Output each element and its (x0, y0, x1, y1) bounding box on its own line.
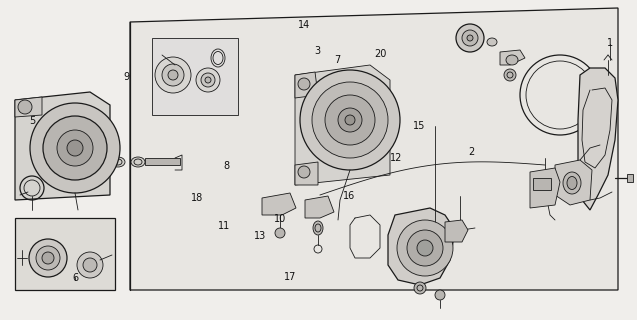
Circle shape (456, 24, 484, 52)
Ellipse shape (567, 177, 577, 189)
Circle shape (57, 130, 93, 166)
Text: 9: 9 (123, 72, 129, 82)
Circle shape (275, 228, 285, 238)
Text: 12: 12 (390, 153, 403, 164)
Bar (15, 218, 115, 290)
Circle shape (155, 57, 191, 93)
Bar (145, 158, 180, 165)
Circle shape (504, 69, 516, 81)
Text: 1: 1 (607, 38, 613, 48)
Polygon shape (530, 168, 560, 208)
Text: 3: 3 (314, 45, 320, 56)
Ellipse shape (313, 221, 323, 235)
Polygon shape (15, 97, 42, 117)
Circle shape (29, 239, 67, 277)
Ellipse shape (506, 55, 518, 65)
Circle shape (30, 103, 120, 193)
Circle shape (298, 166, 310, 178)
Text: 7: 7 (334, 55, 341, 65)
Polygon shape (295, 72, 318, 98)
Circle shape (77, 252, 103, 278)
Text: 11: 11 (218, 220, 231, 231)
Text: 16: 16 (343, 191, 355, 201)
Polygon shape (295, 162, 318, 185)
Circle shape (462, 30, 478, 46)
Text: 8: 8 (223, 161, 229, 171)
Circle shape (312, 82, 388, 158)
Ellipse shape (563, 172, 581, 194)
Circle shape (36, 246, 60, 270)
Text: 6: 6 (72, 273, 78, 283)
Circle shape (43, 116, 107, 180)
Ellipse shape (111, 157, 125, 167)
Text: 18: 18 (191, 193, 204, 203)
Polygon shape (500, 50, 525, 65)
Circle shape (417, 240, 433, 256)
Bar (533, 178, 551, 190)
Circle shape (467, 35, 473, 41)
Text: 5: 5 (29, 116, 35, 126)
Circle shape (345, 115, 355, 125)
Bar (152, 38, 238, 115)
Polygon shape (388, 208, 455, 285)
Polygon shape (305, 196, 334, 218)
Text: 13: 13 (254, 231, 266, 241)
Circle shape (338, 108, 362, 132)
Circle shape (42, 252, 54, 264)
Circle shape (407, 230, 443, 266)
Circle shape (168, 70, 178, 80)
Circle shape (83, 258, 97, 272)
Circle shape (196, 68, 220, 92)
Polygon shape (555, 160, 592, 205)
Circle shape (18, 100, 32, 114)
Text: 15: 15 (413, 121, 426, 132)
Polygon shape (130, 8, 618, 290)
Polygon shape (15, 92, 110, 200)
Text: 20: 20 (375, 49, 387, 59)
Circle shape (162, 64, 184, 86)
Circle shape (435, 290, 445, 300)
Circle shape (298, 78, 310, 90)
Polygon shape (295, 65, 390, 185)
Circle shape (325, 95, 375, 145)
Polygon shape (262, 193, 296, 215)
Text: 10: 10 (274, 214, 287, 224)
Ellipse shape (131, 157, 145, 167)
Circle shape (414, 282, 426, 294)
Text: 17: 17 (283, 272, 296, 282)
Circle shape (201, 73, 215, 87)
Polygon shape (578, 68, 618, 210)
Circle shape (397, 220, 453, 276)
Circle shape (300, 70, 400, 170)
Polygon shape (445, 220, 468, 242)
Circle shape (205, 77, 211, 83)
Ellipse shape (487, 38, 497, 46)
Text: 2: 2 (468, 147, 475, 157)
Text: 14: 14 (298, 20, 311, 30)
Bar (627, 174, 633, 182)
Circle shape (67, 140, 83, 156)
